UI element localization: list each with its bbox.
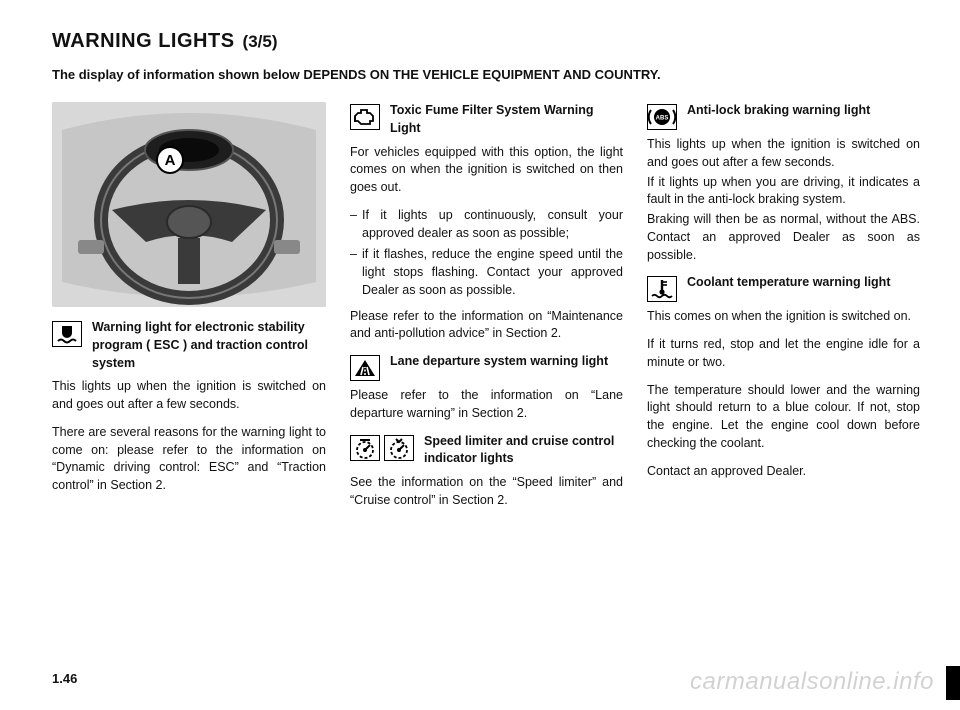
esc-p1: This lights up when the ignition is swit…	[52, 378, 326, 414]
toxic-list: If it lights up continuously, consult yo…	[350, 207, 623, 300]
svg-text:A: A	[165, 152, 176, 169]
toxic-p1: For vehicles equipped with this option, …	[350, 144, 623, 197]
esc-p2: There are several reasons for the warnin…	[52, 424, 326, 495]
esc-heading: Warning light for electronic stability p…	[92, 319, 326, 372]
toxic-p2: Please refer to the information on “Main…	[350, 308, 623, 344]
coolant-block: Coolant temperature warning light	[647, 274, 920, 302]
svg-text:ABS: ABS	[656, 116, 669, 122]
page-title: WARNING LIGHTS	[52, 30, 235, 53]
coolant-icon	[647, 274, 677, 302]
side-tab	[946, 666, 960, 700]
speed-p1: See the information on the “Speed limite…	[350, 474, 623, 510]
depends-note: The display of information shown below D…	[52, 67, 920, 82]
columns: 36866 A	[52, 102, 920, 520]
steering-wheel-illustration: A	[52, 102, 326, 307]
esc-icon	[52, 319, 82, 347]
column-3: ABS Anti-lock braking warning light This…	[647, 102, 920, 520]
coolant-p1: This comes on when the ignition is switc…	[647, 308, 920, 326]
coolant-p3: The temperature should lower and the war…	[647, 382, 920, 453]
abs-icon: ABS	[647, 102, 677, 130]
coolant-p4: Contact an approved Dealer.	[647, 463, 920, 481]
page-number: 1.46	[52, 671, 77, 686]
abs-p1: This lights up when the ignition is swit…	[647, 136, 920, 172]
coolant-p2: If it turns red, stop and let the engine…	[647, 336, 920, 372]
esc-block: Warning light for electronic stability p…	[52, 319, 326, 372]
abs-p3: Braking will then be as normal, without …	[647, 211, 920, 264]
lane-icon	[350, 353, 380, 381]
speed-icons	[350, 433, 414, 461]
lane-heading: Lane departure system warning light	[390, 353, 623, 371]
abs-block: ABS Anti-lock braking warning light	[647, 102, 920, 130]
speed-limiter-icon	[350, 435, 380, 461]
abs-p2: If it lights up when you are driving, it…	[647, 174, 920, 210]
watermark: carmanualsonline.info	[690, 668, 934, 696]
dashboard-figure: 36866 A	[52, 102, 326, 307]
toxic-block: Toxic Fume Filter System Warning Light	[350, 102, 623, 138]
lane-block: Lane departure system warning light	[350, 353, 623, 381]
coolant-heading: Coolant temperature warning light	[687, 274, 920, 292]
toxic-li1: If it lights up continuously, consult yo…	[362, 207, 623, 243]
column-2: Toxic Fume Filter System Warning Light F…	[350, 102, 623, 520]
manual-page: WARNING LIGHTS (3/5) The display of info…	[0, 0, 960, 710]
engine-icon	[350, 102, 380, 130]
speed-heading: Speed limiter and cruise control indicat…	[424, 433, 623, 469]
cruise-control-icon	[384, 435, 414, 461]
lane-p1: Please refer to the information on “Lane…	[350, 387, 623, 423]
speed-block: Speed limiter and cruise control indicat…	[350, 433, 623, 469]
title-line: WARNING LIGHTS (3/5)	[52, 30, 920, 53]
abs-heading: Anti-lock braking warning light	[687, 102, 920, 120]
column-1: 36866 A	[52, 102, 326, 520]
page-indicator: (3/5)	[243, 32, 278, 52]
toxic-heading: Toxic Fume Filter System Warning Light	[390, 102, 623, 138]
toxic-li2: if it flashes, reduce the engine speed u…	[362, 246, 623, 299]
